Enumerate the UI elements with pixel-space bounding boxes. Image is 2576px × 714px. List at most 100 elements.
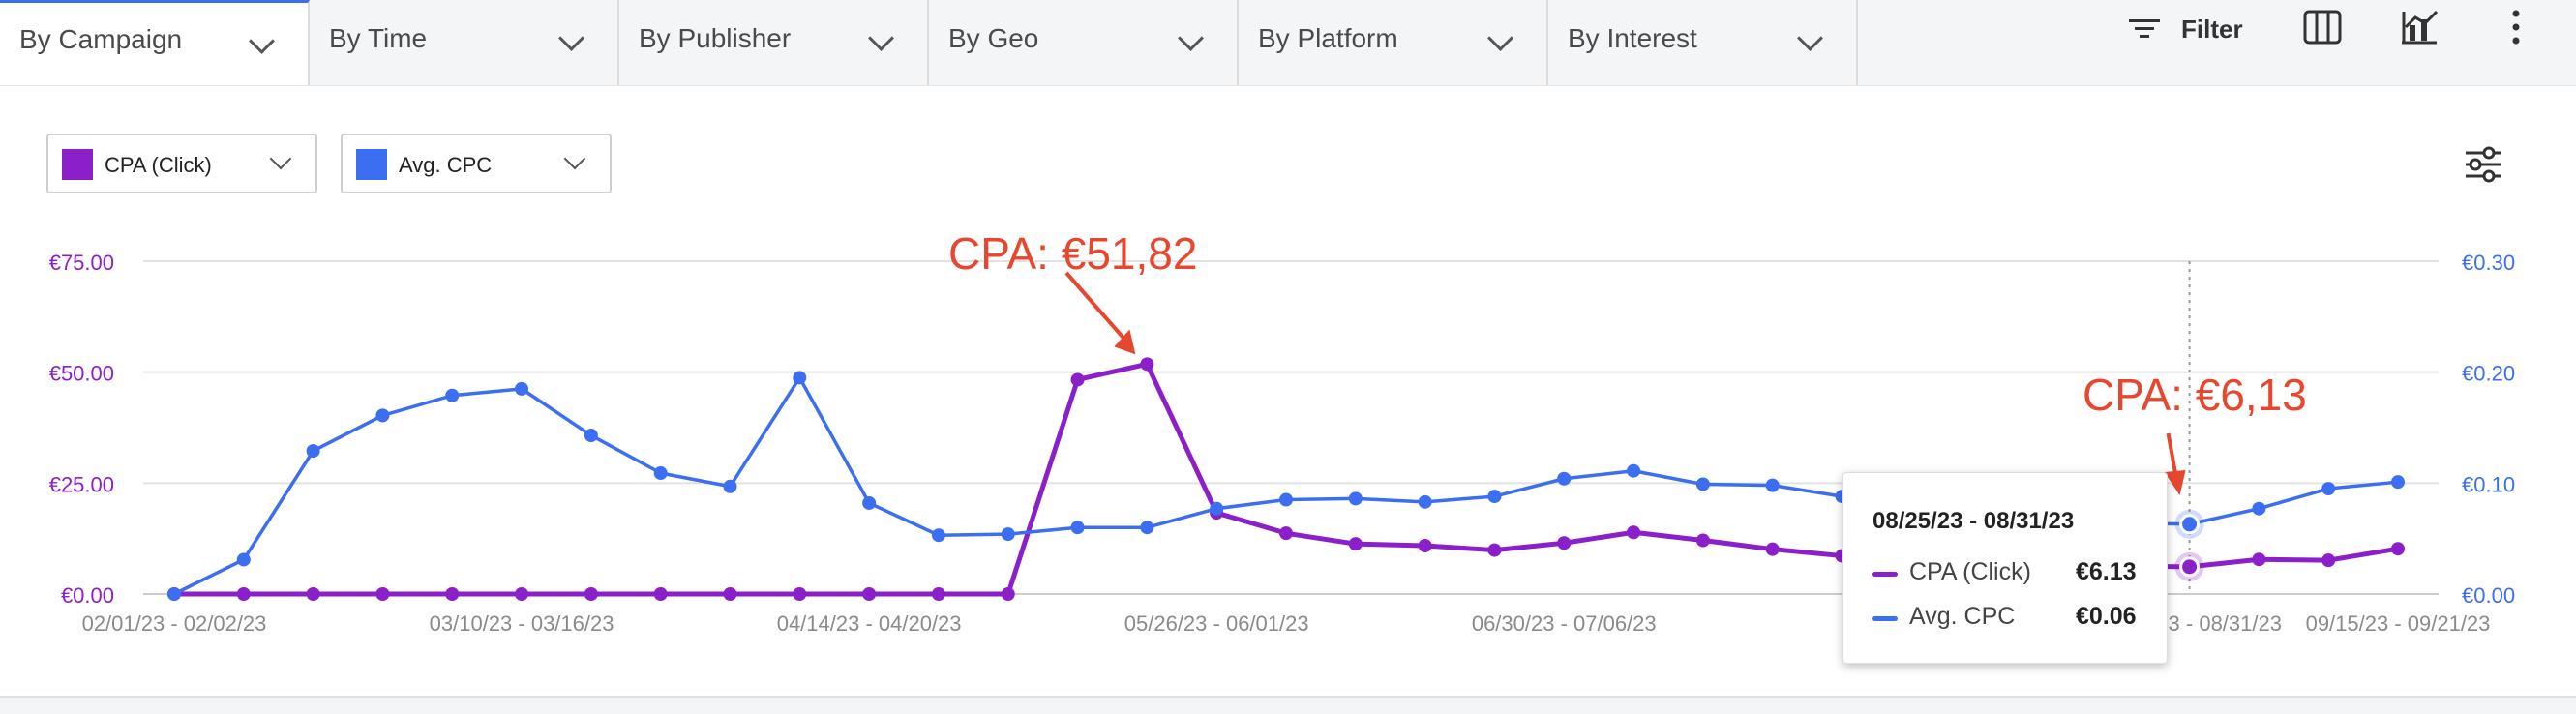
data-point-cpa <box>306 587 320 601</box>
tab-label: By Geo <box>948 23 1039 53</box>
data-point-cpc <box>375 408 390 423</box>
annotation-arrow-line <box>1064 271 1129 344</box>
data-point-cpc <box>1210 501 1224 516</box>
columns-icon[interactable] <box>2301 8 2344 46</box>
tooltip-row-name: CPA (Click) <box>1909 558 2031 585</box>
metric-select-label: CPA (Click) <box>105 153 212 177</box>
filter-icon <box>2129 19 2160 38</box>
data-point-cpa <box>1140 357 1154 372</box>
tab-label: By Time <box>329 23 428 53</box>
annotation-arrow-head <box>1114 329 1136 355</box>
data-point-cpc <box>1279 492 1293 507</box>
data-point-cpc <box>653 466 668 481</box>
y-right-tick-label: €0.20 <box>2462 362 2515 386</box>
data-point-cpa <box>1070 372 1085 387</box>
data-point-cpc <box>931 528 945 543</box>
annotation-label: CPA: €6,13 <box>2082 370 2307 420</box>
data-point-cpc <box>1348 491 1363 506</box>
filter-label: Filter <box>2181 14 2243 44</box>
data-point-cpc <box>584 429 598 443</box>
data-point-cpa <box>1627 525 1641 540</box>
data-point-cpa <box>445 587 460 601</box>
data-point-cpc <box>445 388 460 402</box>
y-right-tick-label: €0.30 <box>2462 251 2515 275</box>
tooltip-cpa-line <box>1872 572 1898 577</box>
x-tick-label: 03/10/23 - 03/16/23 <box>430 611 614 636</box>
tab-label: By Campaign <box>19 24 183 54</box>
tooltip-row-cpc: Avg. CPC €0.06 <box>1872 603 2153 636</box>
data-point-cpc <box>1765 478 1780 492</box>
y-right-tick-label: €0.10 <box>2462 472 2515 496</box>
data-point-cpc <box>2321 482 2336 496</box>
data-point-cpc <box>515 381 529 396</box>
data-point-cpc <box>1557 471 1572 486</box>
tooltip-title: 08/25/23 - 08/31/23 <box>1872 508 2075 534</box>
tab-by-publisher[interactable]: By Publisher <box>619 0 929 85</box>
data-point-cpc <box>1140 521 1154 535</box>
tooltip-cpc-line <box>1872 616 1898 621</box>
data-point-cpc <box>2179 514 2201 535</box>
data-point-cpa <box>236 587 251 601</box>
tab-label: By Interest <box>1568 23 1697 53</box>
x-tick-label: 06/30/23 - 07/06/23 <box>1472 611 1657 636</box>
y-axis-left: €0.00 €25.00 €50.00 €75.00 <box>49 251 114 608</box>
cpc-color-swatch <box>356 149 387 180</box>
chart-settings-icon[interactable] <box>2398 8 2441 46</box>
data-point-cpc <box>793 371 807 385</box>
data-point-cpa <box>515 587 529 601</box>
data-point-cpa <box>862 587 877 601</box>
data-point-cpc <box>2252 501 2266 516</box>
tab-by-interest[interactable]: By Interest <box>1548 0 1858 85</box>
y-left-tick-label: €75.00 <box>49 251 114 275</box>
settings-sliders-icon[interactable] <box>2464 145 2502 184</box>
y-axis-right: €0.00 €0.10 €0.20 €0.30 <box>2462 251 2515 608</box>
tab-by-campaign[interactable]: By Campaign <box>0 0 310 85</box>
chart-annotations: CPA: €51,82 CPA: €6,13 <box>948 228 2307 495</box>
tooltip-row-cpa: CPA (Click) €6.13 <box>1872 558 2153 591</box>
data-point-cpa <box>584 587 598 601</box>
tooltip-row-value: €0.06 <box>2076 603 2137 630</box>
tab-by-geo[interactable]: By Geo <box>929 0 1239 85</box>
tab-by-time[interactable]: By Time <box>310 0 619 85</box>
data-point-cpa <box>1695 533 1710 548</box>
data-point-cpc <box>862 495 877 510</box>
data-point-cpc <box>1627 463 1641 478</box>
y-right-tick-label: €0.00 <box>2462 583 2515 608</box>
data-point-cpc <box>1418 494 1432 509</box>
filter-button[interactable]: Filter <box>2127 10 2243 48</box>
x-tick-label: 09/15/23 - 09/21/23 <box>2306 611 2491 636</box>
cpa-color-swatch <box>62 149 93 180</box>
annotation-arrow-head <box>2164 470 2186 495</box>
data-point-cpa <box>931 587 945 601</box>
data-point-cpc <box>723 479 737 493</box>
chart-tooltip: 08/25/23 - 08/31/23 CPA (Click) €6.13 Av… <box>1842 472 2168 664</box>
tab-label: By Platform <box>1258 23 1398 53</box>
data-point-cpa <box>2252 552 2266 567</box>
tooltip-row-value: €6.13 <box>2076 558 2137 585</box>
data-point-cpc <box>306 444 320 459</box>
x-tick-label: 05/26/23 - 06/01/23 <box>1124 611 1309 636</box>
y-left-tick-label: €50.00 <box>49 362 114 386</box>
data-point-cpa <box>2179 556 2201 578</box>
data-point-cpc <box>1487 490 1502 504</box>
metric-select-cpa[interactable]: CPA (Click) <box>46 134 317 193</box>
data-point-cpa <box>723 587 737 601</box>
data-point-cpa <box>1279 526 1293 541</box>
x-tick-label: 04/14/23 - 04/20/23 <box>777 611 962 636</box>
data-point-cpc <box>2391 475 2405 490</box>
data-point-cpa <box>653 587 668 601</box>
data-point-cpa <box>1557 536 1572 550</box>
data-point-cpc <box>1695 477 1710 491</box>
x-tick-label: 02/01/23 - 02/02/23 <box>82 611 267 636</box>
annotation-label: CPA: €51,82 <box>948 228 1197 279</box>
tab-by-platform[interactable]: By Platform <box>1239 0 1548 85</box>
tooltip-row-name: Avg. CPC <box>1909 603 2016 630</box>
data-point-cpa <box>2391 542 2405 556</box>
data-point-cpa <box>375 587 390 601</box>
data-point-cpc <box>236 552 251 567</box>
more-vertical-icon[interactable] <box>2506 6 2526 48</box>
data-point-cpc <box>1070 521 1085 535</box>
data-point-cpa <box>1001 587 1015 601</box>
metric-select-cpc[interactable]: Avg. CPC <box>341 134 612 193</box>
